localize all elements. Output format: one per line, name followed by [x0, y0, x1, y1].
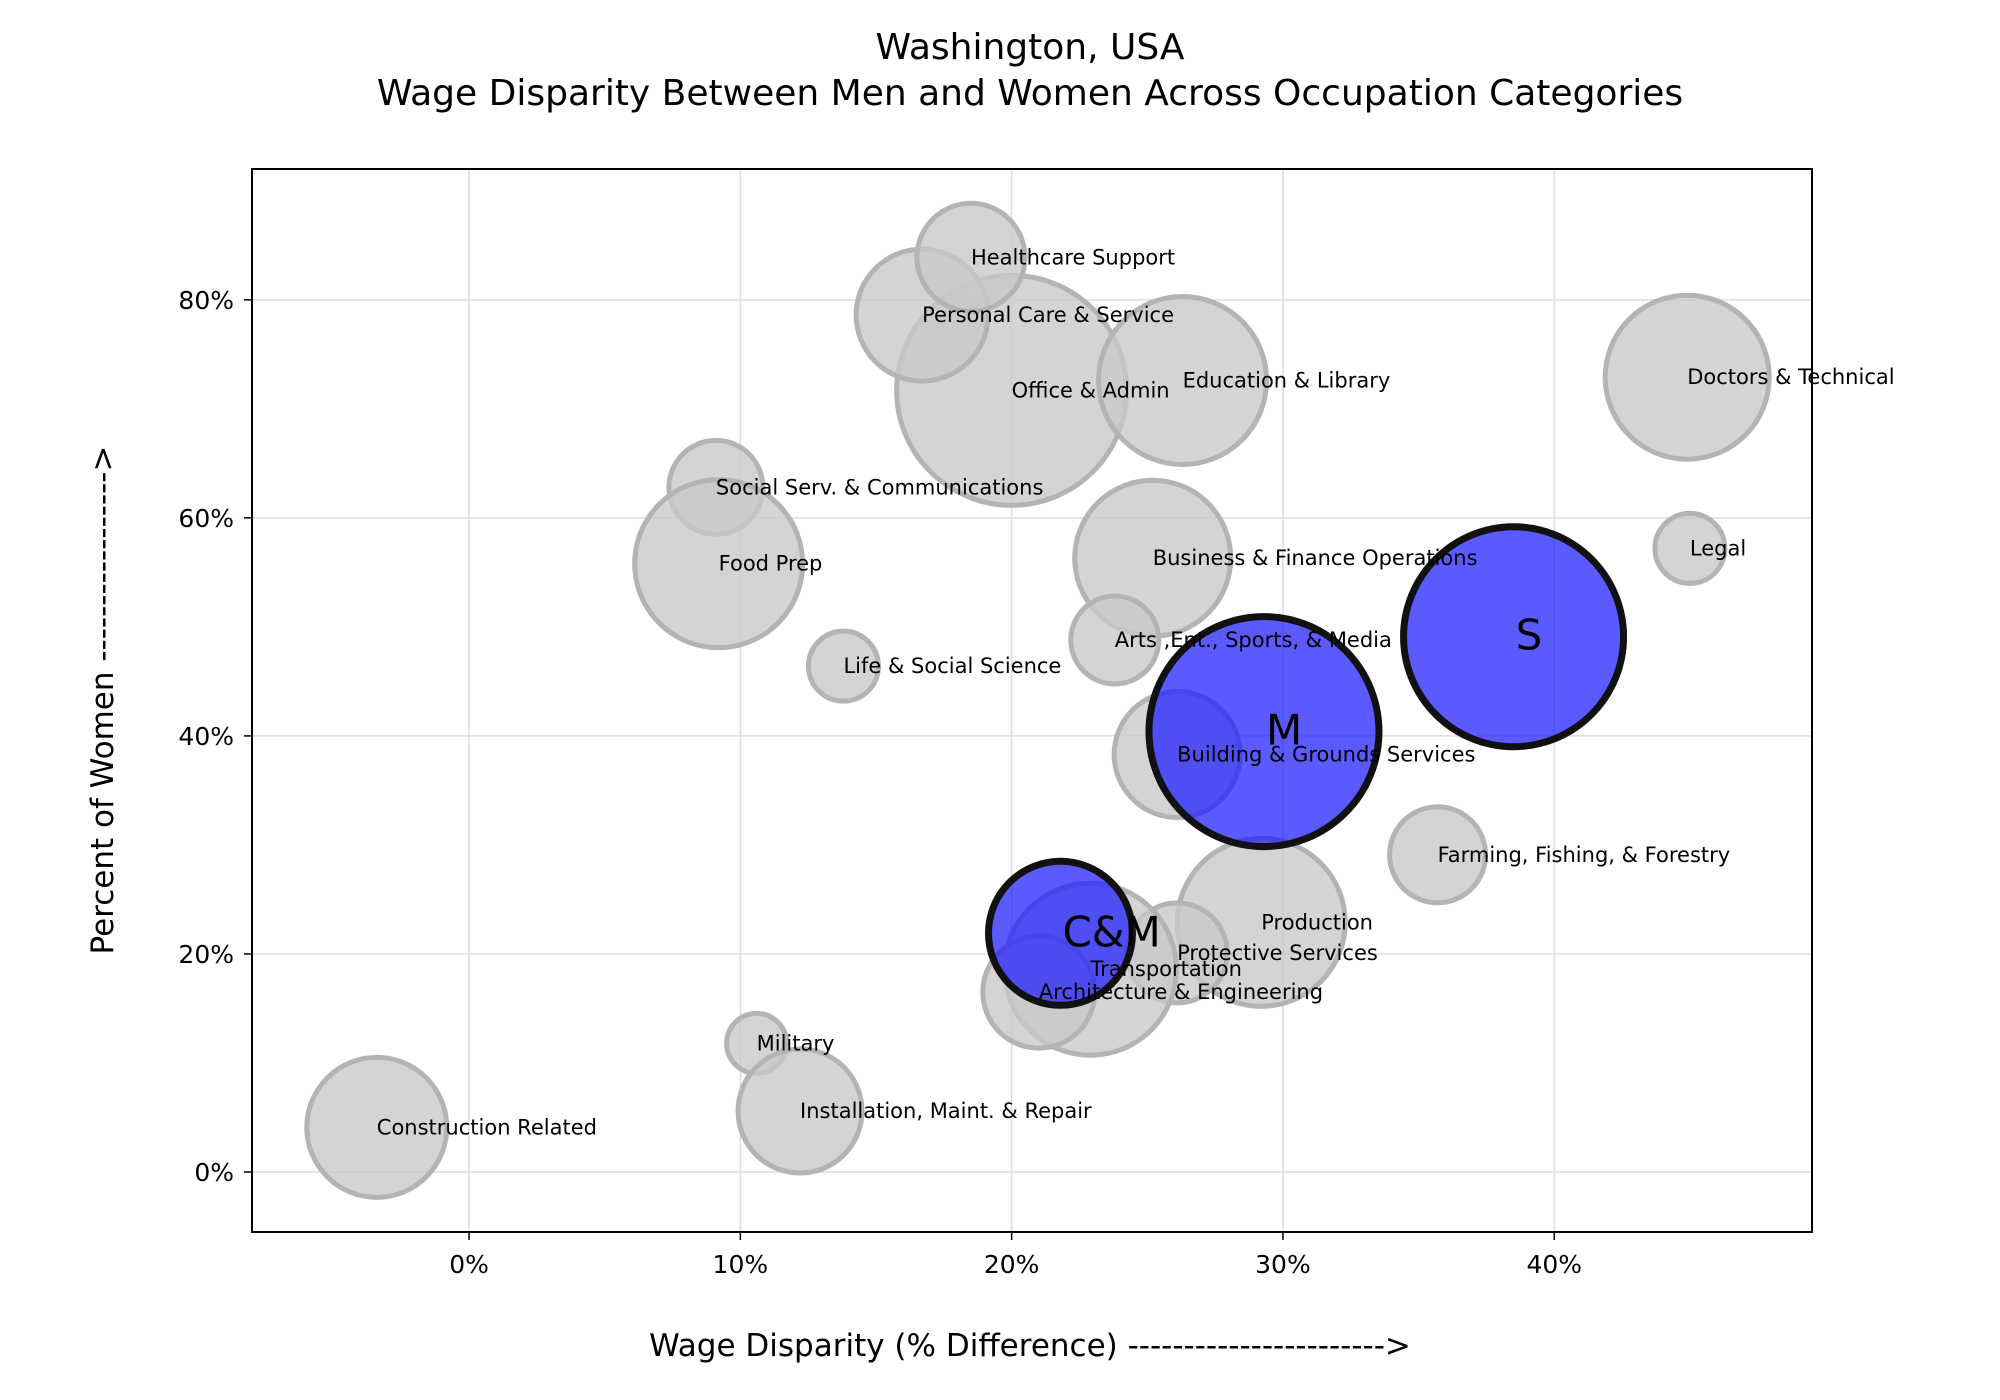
bubble-label: Business & Finance Operations [1153, 546, 1478, 570]
y-tick-label: 20% [178, 940, 234, 969]
x-axis-label: Wage Disparity (% Difference) ----------… [649, 1328, 1411, 1364]
bubble [1096, 294, 1270, 468]
highlight-label: S [1516, 611, 1543, 660]
bubble-layer [304, 200, 1772, 1200]
bubble-label: Construction Related [377, 1115, 597, 1139]
bubble [805, 628, 881, 704]
y-axis-label: Percent of Women -----------------> [85, 446, 121, 955]
bubble [1068, 593, 1162, 687]
bubble-label: Social Serv. & Communications [716, 475, 1043, 499]
x-tick-label: 30% [1255, 1250, 1311, 1279]
highlight-bubble [1400, 523, 1628, 751]
highlight-label: C&M [1062, 907, 1160, 956]
bubble-label: Building & Grounds Services [1177, 742, 1475, 766]
bubble [304, 1054, 450, 1200]
bubble-label: Arts ,Ent., Sports, & Media [1115, 628, 1392, 652]
highlight-bubble [1145, 613, 1383, 851]
bubble-label: Doctors & Technical [1687, 365, 1894, 389]
bubble [1652, 510, 1728, 586]
bubble-label: Education & Library [1183, 369, 1391, 393]
x-tick-label: 0% [449, 1250, 489, 1279]
bubble-label: Office & Admin [1012, 378, 1170, 402]
bubble-label: Transportation [1089, 957, 1242, 981]
bubble-label: Personal Care & Service [922, 303, 1174, 327]
y-tick-label: 0% [194, 1158, 234, 1187]
bubble-label: Protective Services [1177, 941, 1378, 965]
y-tick-label: 60% [178, 504, 234, 533]
bubble [1387, 804, 1489, 906]
bubble [914, 200, 1028, 314]
x-tick-label: 40% [1526, 1250, 1582, 1279]
highlight-label: M [1266, 706, 1302, 755]
plot-area-frame [251, 168, 1813, 1233]
bubble [735, 1046, 865, 1176]
bubble [632, 477, 806, 651]
bubble [1602, 292, 1772, 462]
bubble-label: Farming, Fishing, & Forestry [1438, 843, 1731, 867]
bubble-label: Production [1261, 910, 1373, 934]
y-tick-label: 80% [178, 286, 234, 315]
bubble-label: Life & Social Science [843, 654, 1061, 678]
bubble-label: Healthcare Support [971, 245, 1175, 269]
bubble-label: Legal [1690, 536, 1746, 560]
bubble-label: Installation, Maint. & Repair [800, 1099, 1092, 1123]
bubble-label: Food Prep [719, 552, 823, 576]
highlight-bubble [984, 857, 1136, 1009]
y-tick-label: 40% [178, 722, 234, 751]
bubble-label: Architecture & Engineering [1039, 980, 1323, 1004]
label-layer: Office & Admin Personal Care & Service Hea… [377, 245, 1895, 1139]
x-tick-label: 10% [713, 1250, 769, 1279]
bubble-label: Military [757, 1031, 835, 1055]
axis-ticks: 0% 10% 20% 30% 40% 0% 20% 40% 60% 80% [178, 286, 1582, 1279]
x-tick-label: 20% [984, 1250, 1040, 1279]
chart-subtitle: Wage Disparity Between Men and Women Acr… [377, 73, 1683, 114]
chart-title: Washington, USA [876, 27, 1185, 68]
